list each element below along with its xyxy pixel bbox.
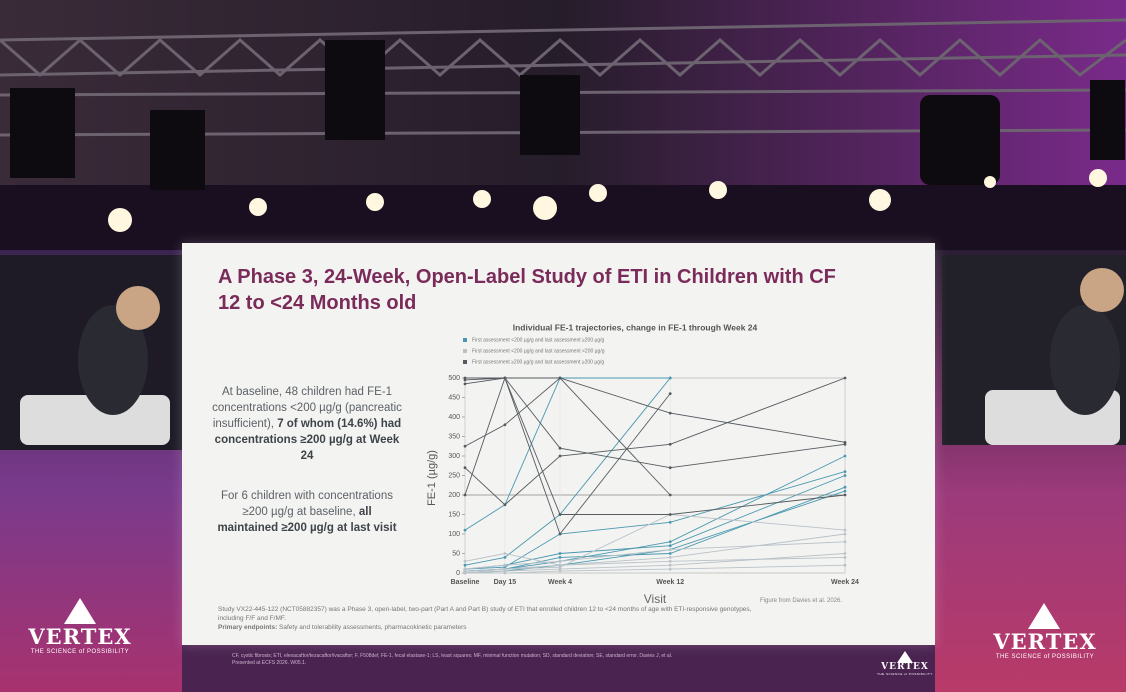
y-tick-label: 50 <box>452 550 460 557</box>
x-tick-label: Day 15 <box>494 579 517 586</box>
footnote: Study VX22-445-122 (NCT05882357) was a P… <box>218 605 778 632</box>
legend-swatch <box>463 349 467 353</box>
y-tick-label: 200 <box>448 492 460 499</box>
trajectory-line <box>464 541 846 570</box>
data-point <box>463 382 467 386</box>
text-run: For 6 children with concentrations ≥200 … <box>221 490 393 518</box>
logo-tagline: THE SCIENCE of POSSIBILITY <box>30 649 130 655</box>
logo-name: VERTEX <box>28 624 132 649</box>
data-point <box>843 440 847 444</box>
y-tick-label: 500 <box>448 375 460 382</box>
chart-title: Individual FE-1 trajectories, change in … <box>513 322 758 332</box>
trajectory-line <box>465 377 846 515</box>
logo: VERTEX THE SCIENCE of POSSIBILITY <box>20 624 140 655</box>
trajectory-line <box>464 553 846 574</box>
logo-name: VERTEX <box>881 662 929 672</box>
x-tick-label: Week 12 <box>656 579 684 586</box>
legend-label: First assessment <200 µg/g and last asse… <box>472 337 605 343</box>
trajectory-line <box>464 377 671 566</box>
summary-paragraph: For 6 children with concentrations ≥200 … <box>212 488 402 536</box>
trajectory-line <box>464 514 846 574</box>
trajectory-line <box>464 376 671 535</box>
x-tick-label: Week 4 <box>548 579 572 586</box>
data-point <box>463 378 467 382</box>
data-point <box>463 569 467 573</box>
logo: VERTEX THE SCIENCE of POSSIBILITY <box>872 662 938 676</box>
trajectory-line <box>464 490 846 574</box>
trajectory-line <box>465 564 846 574</box>
x-tick-label: Baseline <box>451 579 480 586</box>
figure-source: Figure from Davies et al. 2026. <box>760 598 843 604</box>
text-run: Primary endpoints: <box>218 624 278 631</box>
text-run: 7 of whom (14.6%) had concentrations ≥20… <box>214 418 402 462</box>
y-tick-label: 0 <box>456 570 460 577</box>
trajectory-line <box>464 377 846 506</box>
trajectory-line <box>464 553 846 566</box>
abbreviations: CF, cystic fibrosis; ETI, elexacaftor/te… <box>232 653 673 666</box>
trajectory-line <box>464 377 671 531</box>
logo-tagline: THE SCIENCE of POSSIBILITY <box>995 654 1095 660</box>
text-run: Safety and tolerability assessments, pha… <box>277 624 467 631</box>
legend-swatch <box>463 338 467 342</box>
y-tick-label: 350 <box>448 433 460 440</box>
text-run: all maintained ≥200 µg/g at last visit <box>217 506 397 534</box>
x-axis-label: Visit <box>644 592 667 606</box>
y-axis-label: FE-1 (µg/g) <box>426 450 438 506</box>
y-tick-label: 450 <box>448 394 460 401</box>
y-tick-label: 400 <box>448 414 460 421</box>
x-tick-label: Week 24 <box>831 579 859 586</box>
chart: Individual FE-1 trajectories, change in … <box>426 322 859 606</box>
trajectory-line <box>464 377 846 469</box>
legend-label: First assessment <200 µg/g and last asse… <box>472 348 605 354</box>
data-point <box>843 442 847 446</box>
slide <box>182 243 935 645</box>
legend-label: First assessment ≥200 µg/g and last asse… <box>472 359 604 365</box>
data-point <box>463 559 467 563</box>
text-run: At baseline, 48 children had FE-1 concen… <box>212 386 402 430</box>
logo: VERTEX THE SCIENCE of POSSIBILITY <box>985 629 1105 660</box>
data-point <box>843 563 847 567</box>
slide-title: A Phase 3, 24-Week, Open-Label Study of … <box>218 266 836 314</box>
trajectory-line <box>464 377 671 496</box>
y-tick-label: 150 <box>448 511 460 518</box>
legend-swatch <box>463 360 467 364</box>
y-tick-label: 100 <box>448 531 460 538</box>
logo-name: VERTEX <box>993 629 1097 654</box>
summary-paragraph: At baseline, 48 children had FE-1 concen… <box>212 384 402 464</box>
y-tick-label: 300 <box>448 453 460 460</box>
logo-tagline: THE SCIENCE of POSSIBILITY <box>877 672 933 676</box>
text-run: Study VX22-445-122 (NCT05882357) was a P… <box>218 606 752 622</box>
y-tick-label: 250 <box>448 472 460 479</box>
